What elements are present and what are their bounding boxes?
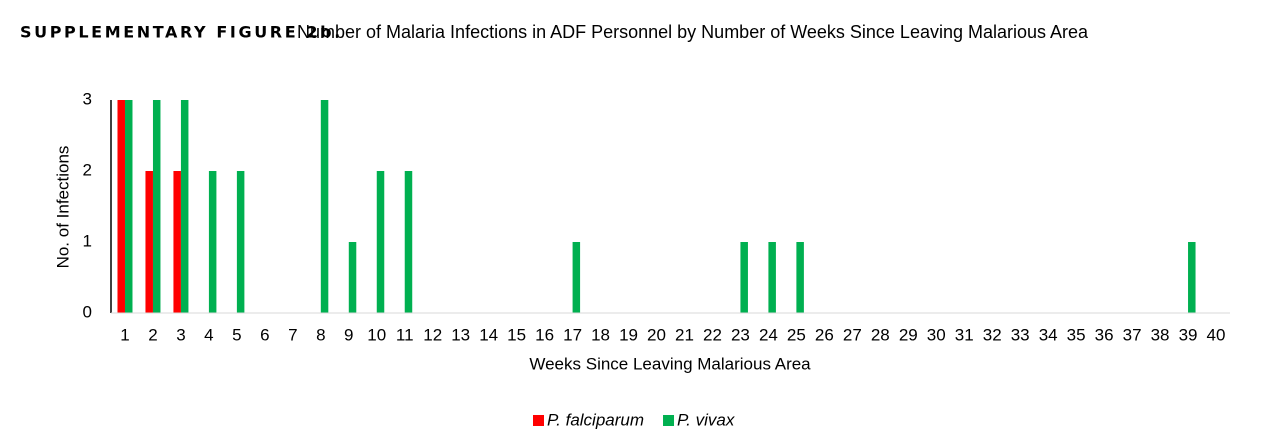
bar [740, 242, 748, 313]
x-tick-label: 21 [675, 325, 694, 344]
x-tick-label: 15 [507, 325, 526, 344]
x-tick-label: 33 [1011, 325, 1030, 344]
legend-label: P. vivax [677, 410, 735, 429]
x-tick-label: 23 [731, 325, 750, 344]
x-tick-label: 38 [1151, 325, 1170, 344]
x-tick-label: 31 [955, 325, 974, 344]
bar [236, 171, 245, 313]
x-tick-label: 27 [843, 325, 862, 344]
bar [376, 171, 385, 313]
bar [208, 171, 217, 313]
bar [796, 242, 804, 313]
bar [145, 171, 153, 313]
x-tick-label: 40 [1207, 325, 1226, 344]
bar [124, 100, 133, 313]
x-tick-label: 6 [260, 325, 269, 344]
x-tick-label: 11 [396, 325, 414, 344]
x-tick-label: 22 [703, 325, 722, 344]
x-tick-label: 26 [815, 325, 834, 344]
chart-title: Number of Malaria Infections in ADF Pers… [297, 22, 1089, 42]
x-tick-label: 28 [871, 325, 890, 344]
bar [173, 171, 181, 313]
x-tick-label: 19 [619, 325, 638, 344]
x-tick-label: 16 [535, 325, 554, 344]
bar [572, 242, 581, 313]
x-tick-label: 37 [1123, 325, 1142, 344]
x-tick-label: 35 [1067, 325, 1086, 344]
bar [1188, 242, 1196, 313]
bar [117, 100, 125, 313]
x-tick-label: 5 [232, 325, 241, 344]
x-tick-label: 20 [647, 325, 666, 344]
x-tick-label: 4 [204, 325, 213, 344]
legend-swatch [663, 415, 675, 426]
bar [152, 100, 161, 313]
y-tick-label: 1 [83, 231, 92, 250]
x-tick-label: 12 [423, 325, 442, 344]
x-tick-label: 34 [1039, 325, 1058, 344]
x-tick-label: 30 [927, 325, 946, 344]
legend-swatch [533, 415, 544, 426]
x-tick-label: 10 [367, 325, 386, 344]
x-tick-label: 3 [176, 325, 185, 344]
x-tick-label: 29 [899, 325, 918, 344]
y-axis-title: No. of Infections [53, 146, 72, 269]
bar [404, 171, 413, 313]
y-tick-label: 2 [83, 160, 92, 179]
x-tick-label: 32 [983, 325, 1002, 344]
x-tick-label: 9 [344, 325, 353, 344]
x-tick-label: 1 [120, 325, 129, 344]
bar [320, 100, 329, 313]
x-tick-label: 7 [288, 325, 297, 344]
x-tick-label: 36 [1095, 325, 1114, 344]
bar [180, 100, 189, 313]
y-tick-label: 0 [83, 302, 92, 321]
legend-label: P. falciparum [547, 410, 644, 429]
x-tick-label: 24 [759, 325, 778, 344]
x-tick-label: 2 [148, 325, 157, 344]
x-tick-label: 14 [479, 325, 498, 344]
y-tick-label: 3 [83, 89, 92, 108]
figure-label: SUPPLEMENTARY FIGURE 2b. [20, 23, 343, 42]
x-tick-label: 18 [591, 325, 610, 344]
bar [348, 242, 357, 313]
x-tick-label: 13 [451, 325, 470, 344]
x-tick-label: 17 [563, 325, 582, 344]
x-tick-label: 25 [787, 325, 806, 344]
x-axis-title: Weeks Since Leaving Malarious Area [529, 354, 811, 373]
x-tick-label: 8 [316, 325, 325, 344]
x-tick-label: 39 [1179, 325, 1198, 344]
bar [768, 242, 776, 313]
